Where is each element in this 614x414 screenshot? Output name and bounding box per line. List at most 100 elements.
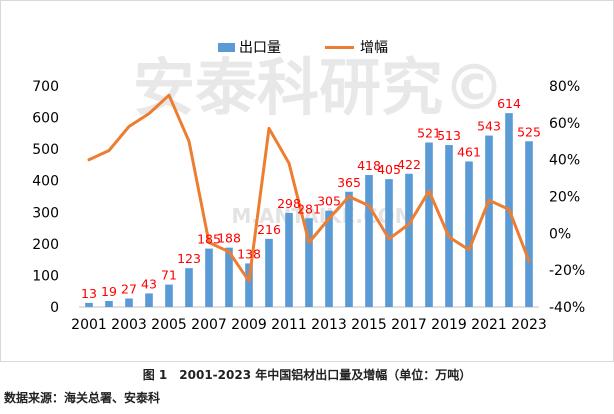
bar-export-2011: [285, 212, 293, 307]
figure-caption: 图 1 2001-2023 年中国铝材出口量及增幅（单位：万吨）: [142, 368, 472, 382]
y-right-tick-label: -40%: [549, 300, 585, 316]
y-right-tick-label: 0%: [549, 226, 571, 242]
bar-export-2001: [85, 302, 93, 307]
growth-point-2018: [428, 189, 431, 192]
y-left-tick-label: 100: [32, 268, 59, 284]
y-right-tick-label: 80%: [549, 79, 580, 95]
bar-export-2012: [305, 218, 313, 307]
growth-point-2020: [468, 248, 471, 251]
growth-point-2016: [388, 237, 391, 240]
growth-rate-line: [87, 93, 531, 283]
x-tick-label: 2011: [271, 317, 307, 333]
growth-point-2002: [108, 149, 111, 152]
x-tick-label: 2009: [231, 317, 267, 333]
x-tick-label: 2005: [151, 317, 187, 333]
bar-value-label: 543: [477, 119, 501, 134]
x-tick-label: 2015: [351, 317, 387, 333]
bar-value-label: 422: [397, 157, 421, 172]
growth-point-2005: [168, 94, 171, 97]
x-tick-label: 2021: [471, 317, 507, 333]
bar-export-2008: [225, 247, 233, 307]
bar-export-2018: [425, 142, 433, 307]
y-right-tick-label: -20%: [549, 263, 585, 279]
y-right-tick-label: 40%: [549, 153, 580, 169]
bar-value-label: 185: [197, 232, 221, 247]
growth-point-2019: [448, 236, 451, 239]
bar-value-label: 525: [517, 124, 541, 139]
growth-point-2010: [268, 127, 271, 130]
watermark-text: 安泰科研究©: [133, 51, 505, 124]
y-left-tick-label: 700: [32, 79, 59, 95]
growth-point-2021: [488, 199, 491, 202]
bar-value-label: 305: [317, 194, 341, 209]
bar-value-label: 71: [161, 268, 177, 283]
x-tick-label: 2003: [111, 317, 147, 333]
bar-export-2005: [165, 284, 173, 307]
bar-export-2019: [445, 145, 453, 307]
growth-point-2014: [348, 195, 351, 198]
bar-value-label: 188: [217, 231, 241, 246]
bar-export-2003: [125, 298, 133, 307]
bar-export-2002: [105, 301, 113, 307]
bar-value-label: 521: [417, 126, 441, 141]
growth-point-2017: [408, 223, 411, 226]
bar-export-2020: [465, 161, 473, 307]
x-tick-label: 2001: [71, 317, 107, 333]
bar-value-label: 281: [297, 201, 321, 216]
y-left-tick-label: 600: [32, 111, 59, 127]
x-tick-label: 2017: [391, 317, 427, 333]
legend-bar-label: 出口量: [239, 40, 281, 56]
bar-value-label: 461: [457, 144, 481, 159]
bar-value-label: 19: [101, 284, 117, 299]
bar-value-label: 365: [337, 175, 361, 190]
y-left-tick-label: 200: [32, 237, 59, 253]
bar-export-2021: [485, 135, 493, 307]
growth-point-2013: [328, 217, 331, 220]
bar-value-label: 216: [257, 222, 281, 237]
bar-value-label: 513: [437, 128, 461, 143]
bar-value-label: 298: [277, 196, 301, 211]
bar-export-2009: [245, 263, 253, 307]
legend-line-label: 增幅: [360, 40, 388, 56]
chart-svg: 安泰科研究©M.ANTAIKE.COM 出口量 增幅 01002003004005…: [32, 40, 585, 333]
growth-point-2009: [248, 280, 251, 283]
bar-export-2023: [525, 141, 533, 307]
bar-value-label: 13: [81, 286, 97, 301]
growth-point-2008: [228, 250, 231, 253]
growth-point-2004: [148, 112, 151, 115]
bar-value-label: 418: [357, 158, 381, 173]
bar-export-2014: [345, 191, 353, 307]
bar-export-2004: [145, 293, 153, 307]
bar-export-2017: [405, 173, 413, 307]
growth-point-2022: [508, 208, 511, 211]
growth-point-2023: [528, 259, 531, 262]
bar-export-2006: [185, 268, 193, 307]
growth-point-2011: [288, 162, 291, 165]
bar-export-2010: [265, 238, 273, 307]
bar-export-2013: [325, 210, 333, 307]
x-tick-label: 2007: [191, 317, 227, 333]
x-tick-label: 2023: [511, 317, 547, 333]
bar-value-label: 43: [141, 276, 157, 291]
data-source: 数据来源：海关总署、安泰科: [4, 391, 161, 405]
legend-bar-swatch: [218, 43, 235, 52]
bar-value-label: 27: [121, 281, 137, 296]
y-left-tick-label: 400: [32, 174, 59, 190]
y-left-tick-label: 500: [32, 142, 59, 158]
bar-export-2007: [205, 248, 213, 307]
growth-point-2006: [188, 140, 191, 143]
chart-frame: 安泰科研究© M.ANTAIKE.COM 出口量 增幅 0 100 200 300 400 5…: [0, 0, 614, 362]
growth-point-2001: [88, 158, 91, 161]
bar-value-label: 138: [237, 246, 261, 261]
growth-point-2012: [308, 241, 311, 244]
y-left-tick-label: 0: [50, 300, 59, 316]
growth-point-2015: [368, 204, 371, 207]
bar-value-label: 123: [177, 251, 201, 266]
growth-point-2003: [128, 125, 131, 128]
bar-export-2016: [385, 179, 393, 307]
bar-value-label: 614: [497, 96, 521, 111]
y-left-tick-label: 300: [32, 205, 59, 221]
y-right-tick-label: 20%: [549, 190, 580, 206]
y-right-tick-label: 60%: [549, 116, 580, 132]
bar-export-2015: [365, 175, 373, 307]
